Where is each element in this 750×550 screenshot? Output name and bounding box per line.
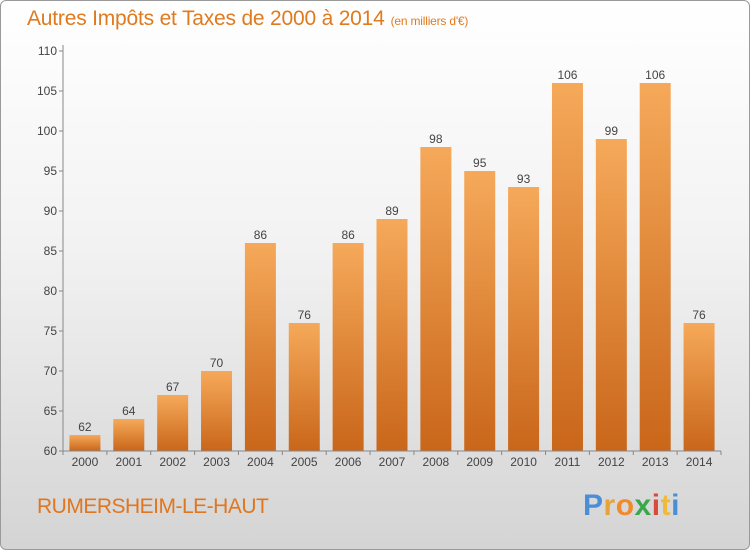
logo-letter: t (660, 489, 672, 522)
bars: 62 64 67 70 86 76 86 89 98 95 93 106 99 106 76 (69, 68, 715, 451)
x-tick-label: 2011 (555, 455, 581, 469)
bar-2005 (288, 323, 320, 451)
bar-value-label: 67 (166, 380, 180, 394)
bar-value-label: 76 (298, 308, 312, 322)
logo-letter: o (615, 489, 635, 522)
y-tick-label: 60 (44, 444, 58, 458)
x-tick-label: 2010 (510, 455, 537, 469)
commune-name: RUMERSHEIM-LE-HAUT (37, 495, 269, 518)
bar-value-label: 98 (429, 132, 443, 146)
bar-value-label: 64 (122, 404, 136, 418)
y-tick-label: 110 (38, 44, 57, 58)
y-tick-label: 85 (44, 244, 58, 258)
y-tick-label: 65 (44, 404, 58, 418)
x-tick-label: 2000 (72, 455, 99, 469)
bar-value-label: 95 (473, 156, 487, 170)
bar-2013 (639, 83, 671, 451)
y-tick-label: 95 (44, 164, 58, 178)
bar-2009 (464, 171, 496, 451)
x-tick-label: 2009 (466, 455, 493, 469)
bar-value-label: 76 (692, 308, 706, 322)
bar-value-label: 106 (645, 68, 665, 82)
y-tick-label: 75 (44, 324, 58, 338)
y-tick-label: 90 (44, 204, 58, 218)
bar-2014 (683, 323, 715, 451)
x-tick-label: 2006 (335, 455, 362, 469)
bar-2000 (69, 435, 101, 451)
logo-letter: P (583, 489, 604, 522)
bar-2001 (113, 419, 145, 451)
bar-2006 (332, 243, 364, 451)
bar-value-label: 70 (210, 356, 224, 370)
x-tick-label: 2002 (159, 455, 186, 469)
bar-value-label: 62 (78, 420, 92, 434)
bar-2002 (157, 395, 189, 451)
y-tick-label: 70 (44, 364, 58, 378)
y-tick-label: 105 (37, 84, 57, 98)
bar-value-label: 106 (557, 68, 577, 82)
logo-letter: i (671, 489, 680, 522)
x-tick-label: 2008 (423, 455, 450, 469)
bar-2008 (420, 147, 452, 451)
x-tick-label: 2014 (686, 455, 713, 469)
bar-2004 (244, 243, 276, 451)
bar-value-label: 93 (517, 172, 531, 186)
chart-unit: (en milliers d'€) (390, 14, 469, 28)
x-tick-label: 2001 (115, 455, 142, 469)
x-axis: 2000 2001 2002 2003 2004 2005 2006 2007 2008 2009… (62, 450, 722, 469)
x-tick-label: 2003 (203, 455, 230, 469)
bar-2012 (595, 139, 627, 451)
x-tick-label: 2012 (598, 455, 625, 469)
bar-2010 (508, 187, 540, 451)
logo-letter: r (603, 489, 616, 522)
x-tick-label: 2007 (379, 455, 406, 469)
x-tick-label: 2004 (247, 455, 274, 469)
chart-title: Autres Impôts et Taxes de 2000 à 2014 (en… (27, 7, 468, 31)
bar-value-label: 89 (385, 204, 399, 218)
bar-value-label: 99 (605, 124, 619, 138)
logo-letter: i (651, 489, 661, 522)
proxiti-logo: Proxiti (583, 489, 680, 523)
x-tick-label: 2005 (291, 455, 318, 469)
bar-2007 (376, 219, 408, 451)
y-tick-label: 100 (37, 124, 57, 138)
bar-2003 (201, 371, 233, 451)
chart-title-text: Autres Impôts et Taxes de 2000 à 2014 (27, 7, 385, 30)
x-tick-label: 2013 (642, 455, 669, 469)
bar-2011 (551, 83, 583, 451)
y-tick-label: 80 (44, 284, 58, 298)
bar-value-label: 86 (254, 228, 268, 242)
logo-letter: x (634, 489, 652, 522)
y-axis: 60 65 70 75 80 85 90 95 100 105 110 (37, 44, 64, 458)
bar-value-label: 86 (341, 228, 355, 242)
